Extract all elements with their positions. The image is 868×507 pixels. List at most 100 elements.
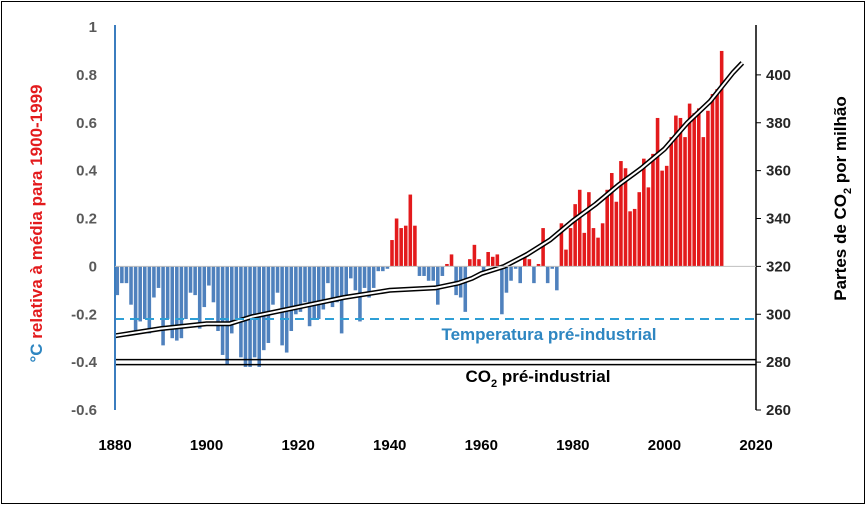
temperature-bar bbox=[275, 266, 280, 293]
temperature-bar bbox=[545, 266, 550, 284]
temperature-bar bbox=[390, 240, 394, 267]
temperature-bar bbox=[252, 266, 257, 358]
temperature-bar bbox=[632, 208, 637, 267]
temperature-bar bbox=[500, 266, 504, 315]
co2-preindustrial-label: CO2 pré-industrial bbox=[466, 367, 611, 390]
temperature-bar bbox=[321, 266, 326, 310]
temperature-bar bbox=[582, 232, 587, 267]
temperature-bar bbox=[573, 204, 577, 267]
temperature-bar bbox=[596, 237, 600, 267]
temperature-bar bbox=[559, 223, 564, 267]
temperature-bar bbox=[600, 223, 605, 267]
temperature-bar bbox=[426, 266, 431, 281]
temperature-bar bbox=[683, 137, 687, 267]
temperature-bar bbox=[463, 266, 468, 312]
temperature-bar bbox=[344, 266, 348, 296]
temperature-bar bbox=[161, 266, 165, 346]
left-tick-label: -0.2 bbox=[71, 306, 97, 323]
x-tick-label: 1940 bbox=[373, 437, 406, 454]
left-tick-label: 1 bbox=[89, 19, 97, 36]
temperature-bar bbox=[202, 266, 207, 308]
temperature-bar bbox=[413, 225, 417, 267]
temperature-bar bbox=[568, 228, 573, 267]
temperature-bar bbox=[129, 266, 133, 305]
temperature-bar bbox=[316, 266, 321, 320]
temperature-bar bbox=[504, 266, 509, 293]
temperature-bar bbox=[605, 189, 609, 267]
temperature-bar bbox=[490, 256, 495, 267]
right-tick-label: 340 bbox=[766, 211, 791, 228]
left-axis-label: °C relativa à média para 1900-1999 bbox=[27, 84, 46, 362]
right-tick-label: 280 bbox=[766, 354, 791, 371]
temperature-bar bbox=[312, 266, 316, 320]
temperature-bar bbox=[381, 266, 385, 272]
temperature-bar bbox=[298, 266, 303, 312]
temperature-bar bbox=[577, 189, 582, 267]
temperature-bar bbox=[623, 168, 628, 267]
temperature-bar bbox=[294, 266, 298, 315]
right-tick-label: 260 bbox=[766, 402, 791, 419]
temperature-bar bbox=[527, 259, 532, 267]
temperature-bar bbox=[591, 228, 596, 267]
temperature-bar bbox=[179, 266, 184, 339]
temperature-bar bbox=[349, 266, 353, 279]
temperature-bar bbox=[532, 266, 536, 284]
temperature-bar bbox=[367, 266, 371, 298]
temperature-bar bbox=[211, 266, 216, 303]
temperature-bar bbox=[147, 266, 152, 334]
temperature-bar bbox=[385, 266, 390, 269]
temperature-bar bbox=[225, 266, 229, 365]
temperature-bar bbox=[564, 249, 568, 267]
temperature-bar bbox=[495, 254, 500, 267]
temperature-bar bbox=[376, 266, 381, 272]
temperature-bar bbox=[701, 137, 706, 267]
temperature-bar bbox=[271, 266, 275, 305]
temperature-bar bbox=[628, 211, 632, 267]
right-tick-label: 380 bbox=[766, 115, 791, 132]
temperature-bar bbox=[687, 103, 692, 267]
temperature-bar bbox=[229, 266, 234, 334]
temperature-bar bbox=[394, 218, 399, 267]
temperature-bar bbox=[513, 266, 518, 269]
left-tick-label: 0.4 bbox=[76, 163, 98, 180]
right-tick-label: 320 bbox=[766, 258, 791, 275]
temperature-bar bbox=[266, 266, 271, 343]
temperature-bar bbox=[509, 266, 513, 281]
temperature-bar bbox=[642, 158, 646, 267]
temperature-bar bbox=[422, 266, 426, 276]
temperature-bar bbox=[138, 266, 142, 322]
temperature-bar bbox=[207, 266, 211, 286]
left-tick-label: 0.6 bbox=[76, 115, 97, 132]
temperature-bar bbox=[646, 187, 651, 267]
temperature-bar bbox=[523, 254, 527, 267]
temperature-bar bbox=[165, 266, 170, 320]
temperature-bar bbox=[660, 170, 664, 267]
temperature-bar bbox=[184, 266, 188, 320]
temperature-bar bbox=[669, 137, 674, 267]
temperature-bar bbox=[115, 266, 120, 296]
right-axis-label: Partes de CO2 por milhão bbox=[831, 96, 854, 301]
temperature-bar bbox=[550, 266, 555, 269]
temperature-bar bbox=[706, 110, 710, 267]
temperature-bar bbox=[486, 252, 490, 267]
temperature-bar bbox=[197, 266, 202, 329]
temperature-bar bbox=[637, 192, 642, 267]
temperature-bar bbox=[193, 266, 197, 296]
temperature-bar bbox=[353, 266, 358, 291]
temperature-bar bbox=[619, 161, 623, 267]
temperature-bar bbox=[664, 165, 669, 267]
temperature-bar bbox=[715, 89, 719, 267]
temperature-bar bbox=[587, 192, 591, 267]
right-tick-labels: 400 380 360 340 320 300 280 260 bbox=[756, 67, 791, 419]
x-tick-labels: 1880 1900 1920 1940 1960 1980 2000 2020 bbox=[98, 437, 772, 454]
temperature-bar bbox=[431, 266, 435, 281]
temperature-bar bbox=[710, 94, 715, 267]
temperature-bar bbox=[188, 266, 193, 293]
temperature-bar bbox=[440, 266, 445, 276]
temperature-bar bbox=[326, 266, 330, 284]
x-tick-label: 2000 bbox=[648, 437, 681, 454]
temperature-bar bbox=[133, 266, 138, 334]
x-tick-label: 1900 bbox=[190, 437, 223, 454]
temperature-bar bbox=[362, 266, 367, 288]
